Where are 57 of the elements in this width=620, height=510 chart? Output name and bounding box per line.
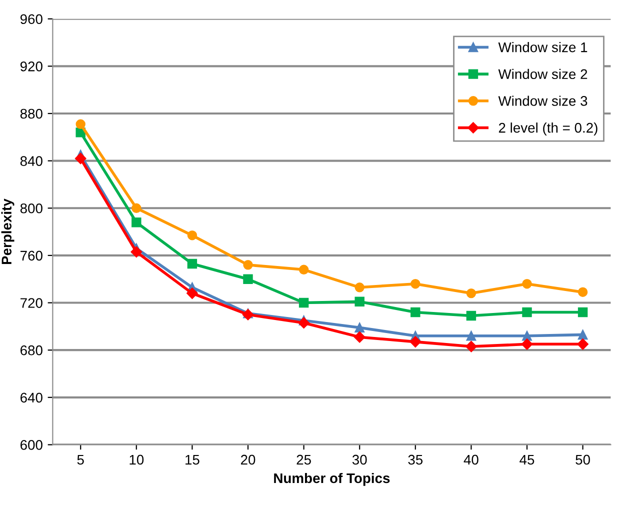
y-tick-label: 600 — [20, 440, 42, 450]
point — [521, 338, 533, 350]
legend-label: Window size 1 — [498, 42, 588, 52]
point — [243, 260, 253, 270]
point — [354, 322, 364, 332]
y-tick-label: 760 — [20, 250, 42, 261]
x-tick-label: 35 — [408, 454, 423, 465]
point — [354, 282, 364, 292]
point — [466, 310, 476, 321]
y-tick-label: 880 — [20, 108, 42, 119]
point — [187, 230, 198, 240]
point — [578, 330, 588, 340]
point — [466, 340, 477, 352]
x-tick-label: 10 — [130, 454, 144, 465]
point — [578, 307, 588, 318]
x-axis-title: Number of Topics — [274, 472, 390, 486]
point — [298, 317, 310, 328]
point — [577, 338, 588, 350]
point — [187, 258, 198, 269]
point — [466, 288, 476, 298]
x-tick-label: 30 — [352, 454, 367, 465]
x-tick-label: 5 — [77, 454, 84, 465]
y-tick-label: 640 — [20, 392, 42, 403]
point — [298, 264, 309, 275]
point — [74, 152, 86, 164]
point — [578, 287, 588, 297]
y-tick-label: 680 — [20, 345, 42, 356]
y-tick-label: 840 — [20, 156, 42, 166]
x-tick-label: 15 — [186, 454, 200, 465]
point — [410, 307, 420, 318]
legend-label: 2 level (th = 0.2) — [498, 122, 598, 136]
point — [410, 336, 422, 348]
x-tick-label: 45 — [520, 454, 534, 465]
point — [186, 288, 198, 299]
legend-label: Window size 2 — [498, 68, 588, 80]
x-tick-label: 40 — [464, 454, 478, 465]
point — [132, 217, 142, 228]
y-tick-label: 800 — [20, 203, 42, 214]
point — [243, 274, 253, 284]
point — [410, 278, 420, 289]
point — [466, 331, 476, 341]
point — [130, 246, 142, 258]
point — [298, 298, 309, 308]
x-tick-label: 25 — [296, 454, 311, 465]
y-axis-title: Perplexity — [1, 198, 14, 264]
point — [522, 278, 532, 289]
y-tick-label: 920 — [20, 62, 42, 72]
x-tick-label: 50 — [576, 454, 590, 465]
y-tick-label: 960 — [20, 14, 42, 24]
y-tick-label: 720 — [20, 298, 42, 308]
point — [354, 331, 366, 343]
legend-label: Window size 3 — [498, 96, 588, 106]
point — [522, 307, 532, 318]
x-tick-label: 20 — [240, 454, 256, 465]
point — [76, 119, 86, 130]
point — [132, 203, 142, 213]
point — [354, 296, 364, 306]
